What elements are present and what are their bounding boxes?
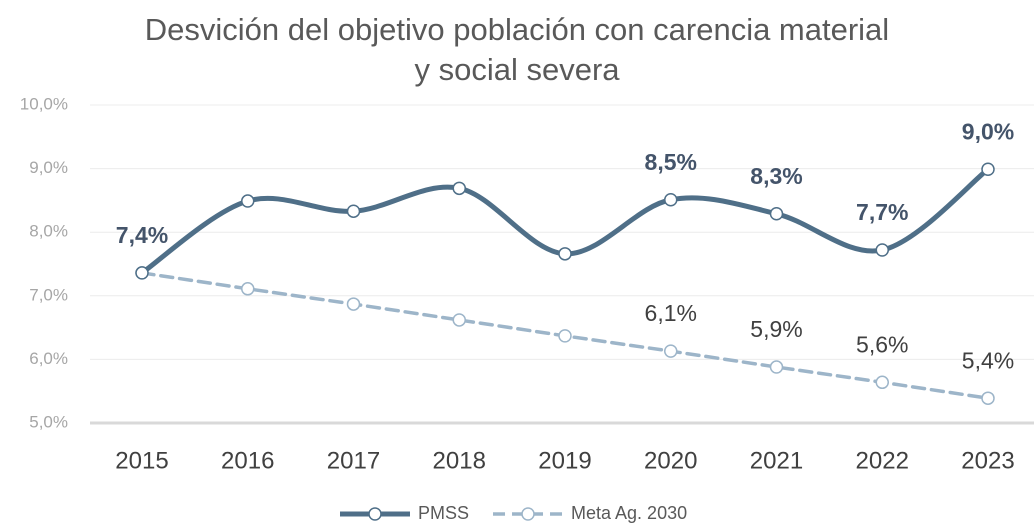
data-point [769, 360, 784, 374]
data-label: 5,4% [962, 347, 1014, 373]
data-point [558, 329, 572, 343]
data-point [981, 391, 995, 405]
data-point [664, 344, 678, 358]
data-point [346, 204, 361, 218]
data-point [558, 247, 572, 261]
data-label: 5,9% [750, 316, 802, 342]
data-point [875, 375, 889, 390]
x-tick-label: 2022 [856, 447, 909, 474]
chart-title: Desvición del objetivo población con car… [144, 12, 890, 87]
x-tick-label: 2021 [750, 447, 803, 474]
data-label: 9,0% [962, 118, 1014, 144]
y-tick-label: 6,0% [29, 349, 68, 368]
data-label: 6,1% [645, 300, 697, 326]
legend-label: Meta Ag. 2030 [571, 503, 687, 523]
data-point [769, 207, 784, 221]
y-tick-label: 5,0% [29, 412, 68, 431]
x-tick-label: 2015 [115, 447, 168, 474]
y-tick-label: 8,0% [29, 222, 68, 241]
data-point [241, 282, 255, 296]
legend-marker [368, 507, 382, 521]
data-label: 7,4% [116, 222, 168, 248]
y-tick-label: 10,0% [20, 94, 68, 113]
data-point [241, 194, 255, 208]
data-point [452, 313, 466, 327]
data-label: 5,6% [856, 331, 908, 357]
data-label: 8,5% [645, 149, 697, 175]
data-point [346, 297, 361, 311]
x-tick-label: 2016 [221, 447, 274, 474]
data-label: 8,3% [750, 163, 802, 189]
data-point [135, 266, 149, 280]
x-tick-label: 2019 [538, 447, 591, 474]
data-label: 7,7% [856, 199, 908, 225]
legend-label: PMSS [418, 503, 469, 523]
y-tick-label: 7,0% [29, 285, 68, 304]
data-point [452, 181, 466, 196]
data-point [875, 243, 889, 257]
x-tick-label: 2017 [327, 447, 380, 474]
data-point [664, 193, 678, 207]
x-tick-label: 2023 [961, 447, 1014, 474]
y-tick-label: 9,0% [29, 158, 68, 177]
legend-marker [521, 507, 535, 521]
data-point [981, 162, 995, 176]
x-tick-label: 2018 [433, 447, 486, 474]
x-tick-label: 2020 [644, 447, 697, 474]
